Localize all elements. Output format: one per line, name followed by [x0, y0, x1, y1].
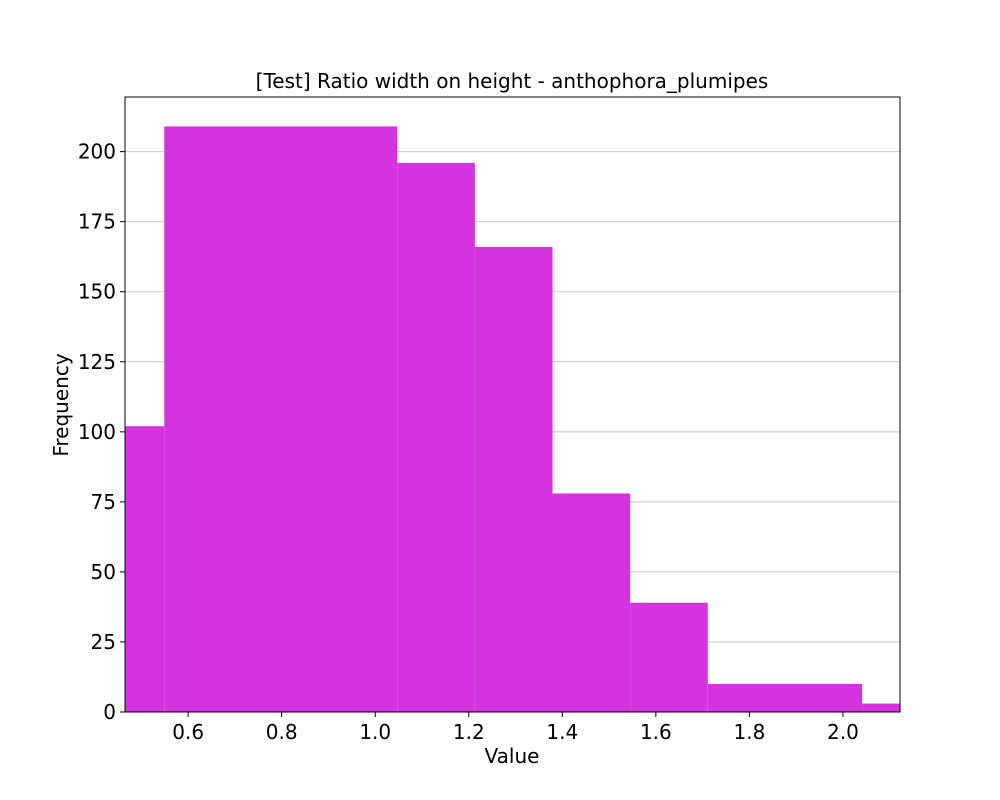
- histogram-bar-5: [630, 602, 708, 712]
- x-tick-label-4: 1.4: [546, 720, 578, 744]
- y-axis-ticks: 0 25 50 75 100 125 150 175 200: [78, 140, 125, 724]
- x-tick-label-7: 2.0: [827, 720, 859, 744]
- y-tick-label-6: 150: [78, 280, 116, 304]
- histogram-bar-2: [397, 162, 475, 712]
- histogram-bar-7: [862, 703, 900, 712]
- y-tick-label-1: 25: [91, 630, 116, 654]
- x-tick-label-6: 1.8: [733, 720, 765, 744]
- y-tick-label-7: 175: [78, 210, 116, 234]
- histogram-bar-6: [707, 683, 863, 712]
- histogram-bar-1: [164, 126, 398, 713]
- x-axis-ticks: 0.6 0.8 1.0 1.2 1.4 1.6 1.8 2.0: [172, 712, 859, 744]
- histogram-bar-0: [125, 426, 165, 712]
- y-tick-label-5: 125: [78, 350, 116, 374]
- y-tick-label-0: 0: [103, 700, 116, 724]
- y-tick-label-8: 200: [78, 140, 116, 164]
- x-tick-label-2: 1.0: [359, 720, 391, 744]
- histogram-bars: [125, 126, 900, 713]
- x-tick-label-3: 1.2: [453, 720, 485, 744]
- x-tick-label-1: 0.8: [266, 720, 298, 744]
- histogram-bar-3: [474, 246, 553, 712]
- x-axis-label: Value: [485, 744, 540, 768]
- y-tick-label-2: 50: [91, 560, 116, 584]
- chart-title: [Test] Ratio width on height - anthophor…: [256, 69, 769, 93]
- histogram-bar-4: [552, 493, 631, 712]
- y-axis-label: Frequency: [49, 353, 73, 456]
- x-tick-label-0: 0.6: [172, 720, 204, 744]
- y-tick-label-3: 75: [91, 490, 116, 514]
- x-tick-label-5: 1.6: [640, 720, 672, 744]
- y-tick-label-4: 100: [78, 420, 116, 444]
- plot-area-frame: [124, 96, 901, 713]
